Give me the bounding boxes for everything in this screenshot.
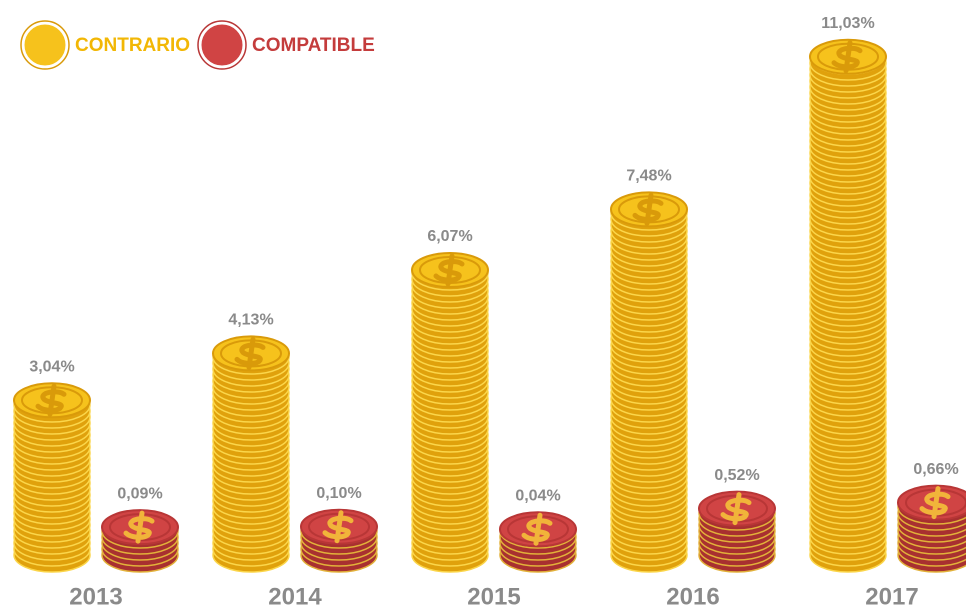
legend-swatch-ring (20, 20, 70, 70)
value-label: 3,04% (29, 358, 74, 375)
value-label: 0,10% (316, 485, 361, 502)
value-label: 4,13% (228, 312, 273, 329)
legend-label: CONTRARIO (75, 35, 190, 56)
value-label: 0,52% (714, 467, 759, 484)
coin-stack (499, 511, 577, 573)
coin-symbol (234, 336, 266, 370)
legend-swatch-ring (197, 20, 247, 70)
coin-symbol (831, 40, 863, 74)
coin-symbol (322, 510, 354, 544)
x-tick-label: 2015 (467, 583, 520, 610)
value-label: 11,03% (821, 15, 874, 32)
coin-stack (809, 38, 887, 573)
coin-stack (610, 191, 688, 573)
coin-symbol (720, 492, 752, 526)
coin-stack (212, 335, 290, 573)
coin-symbol (433, 253, 465, 287)
x-tick-label: 2017 (865, 583, 918, 610)
value-label: 0,66% (913, 461, 958, 478)
x-tick-label: 2014 (268, 583, 322, 610)
x-tick-label: 2013 (69, 583, 122, 610)
legend-label: COMPATIBLE (252, 35, 375, 56)
coin-symbol (35, 383, 67, 417)
coin-stack (897, 484, 966, 573)
legend-swatch (198, 21, 246, 69)
coin-stack (101, 509, 179, 573)
legend-swatch (21, 21, 69, 69)
coin-stack (300, 508, 378, 573)
coin-stack (698, 490, 776, 573)
value-label: 7,48% (626, 168, 671, 185)
coin-symbol (123, 510, 155, 544)
x-tick-label: 2016 (666, 583, 719, 610)
value-label: 0,09% (117, 485, 162, 502)
coin-symbol (521, 512, 553, 546)
coin-symbol (632, 192, 664, 226)
coin-stack (411, 251, 489, 573)
value-label: 6,07% (427, 228, 472, 245)
coin-symbol (919, 486, 951, 520)
value-label: 0,04% (515, 487, 560, 504)
coin-stack (13, 382, 91, 573)
